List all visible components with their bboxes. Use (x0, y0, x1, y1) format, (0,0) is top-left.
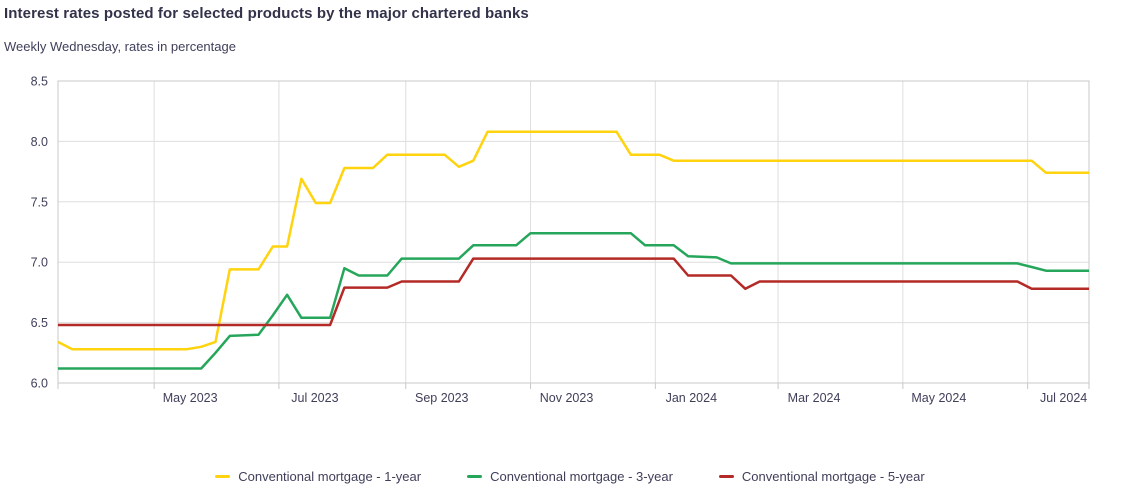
y-axis-tick-label: 6.0 (31, 377, 48, 391)
x-axis-tick-label: Mar 2024 (788, 391, 841, 405)
x-axis-tick-label: Jul 2024 (1040, 391, 1087, 405)
x-axis-tick-label: May 2024 (911, 391, 966, 405)
legend-label-1-year: Conventional mortgage - 1-year (238, 468, 422, 484)
legend-item-5-year[interactable]: Conventional mortgage - 5-year (718, 468, 925, 484)
page-title: Interest rates posted for selected produ… (4, 5, 529, 22)
legend-label-3-year: Conventional mortgage - 3-year (490, 468, 673, 484)
x-axis-tick-label: Jul 2023 (291, 391, 338, 405)
page-subtitle: Weekly Wednesday, rates in percentage (4, 39, 236, 54)
chart-legend: Conventional mortgage - 1-year Conventio… (0, 464, 1140, 488)
y-axis-tick-label: 8.5 (31, 75, 48, 89)
x-axis-tick-label: Sep 2023 (415, 391, 469, 405)
series-line-conventional-mortgage-3-year (58, 231, 1089, 370)
legend-item-3-year[interactable]: Conventional mortgage - 3-year (467, 469, 673, 484)
legend-swatch-1-year-icon (215, 474, 231, 478)
y-axis-tick-label: 7.0 (31, 256, 48, 270)
plot-border (57, 80, 1090, 384)
x-axis-tick-label: Jan 2024 (666, 391, 717, 405)
rate-line-chart: 6.0 6.5 7.0 7.5 8.0 8.5 May 2023 Jul 2023 Sep 20… (31, 75, 1090, 405)
series-line-conventional-mortgage-1-year (57, 130, 1089, 351)
y-axis-tick-label: 7.5 (31, 195, 48, 209)
series-line-conventional-mortgage-5-year (58, 257, 1089, 327)
y-axis-tick-label: 6.5 (31, 316, 48, 330)
legend-swatch-5-year-icon (718, 474, 734, 478)
legend-label-5-year: Conventional mortgage - 5-year (741, 468, 925, 484)
x-axis-tick-label: May 2023 (163, 391, 218, 405)
y-axis-tick-label: 8.0 (31, 135, 48, 149)
legend-item-1-year[interactable]: Conventional mortgage - 1-year (215, 469, 421, 484)
legend-swatch-3-year-icon (467, 474, 483, 478)
x-axis-tick-label: Nov 2023 (540, 391, 594, 405)
